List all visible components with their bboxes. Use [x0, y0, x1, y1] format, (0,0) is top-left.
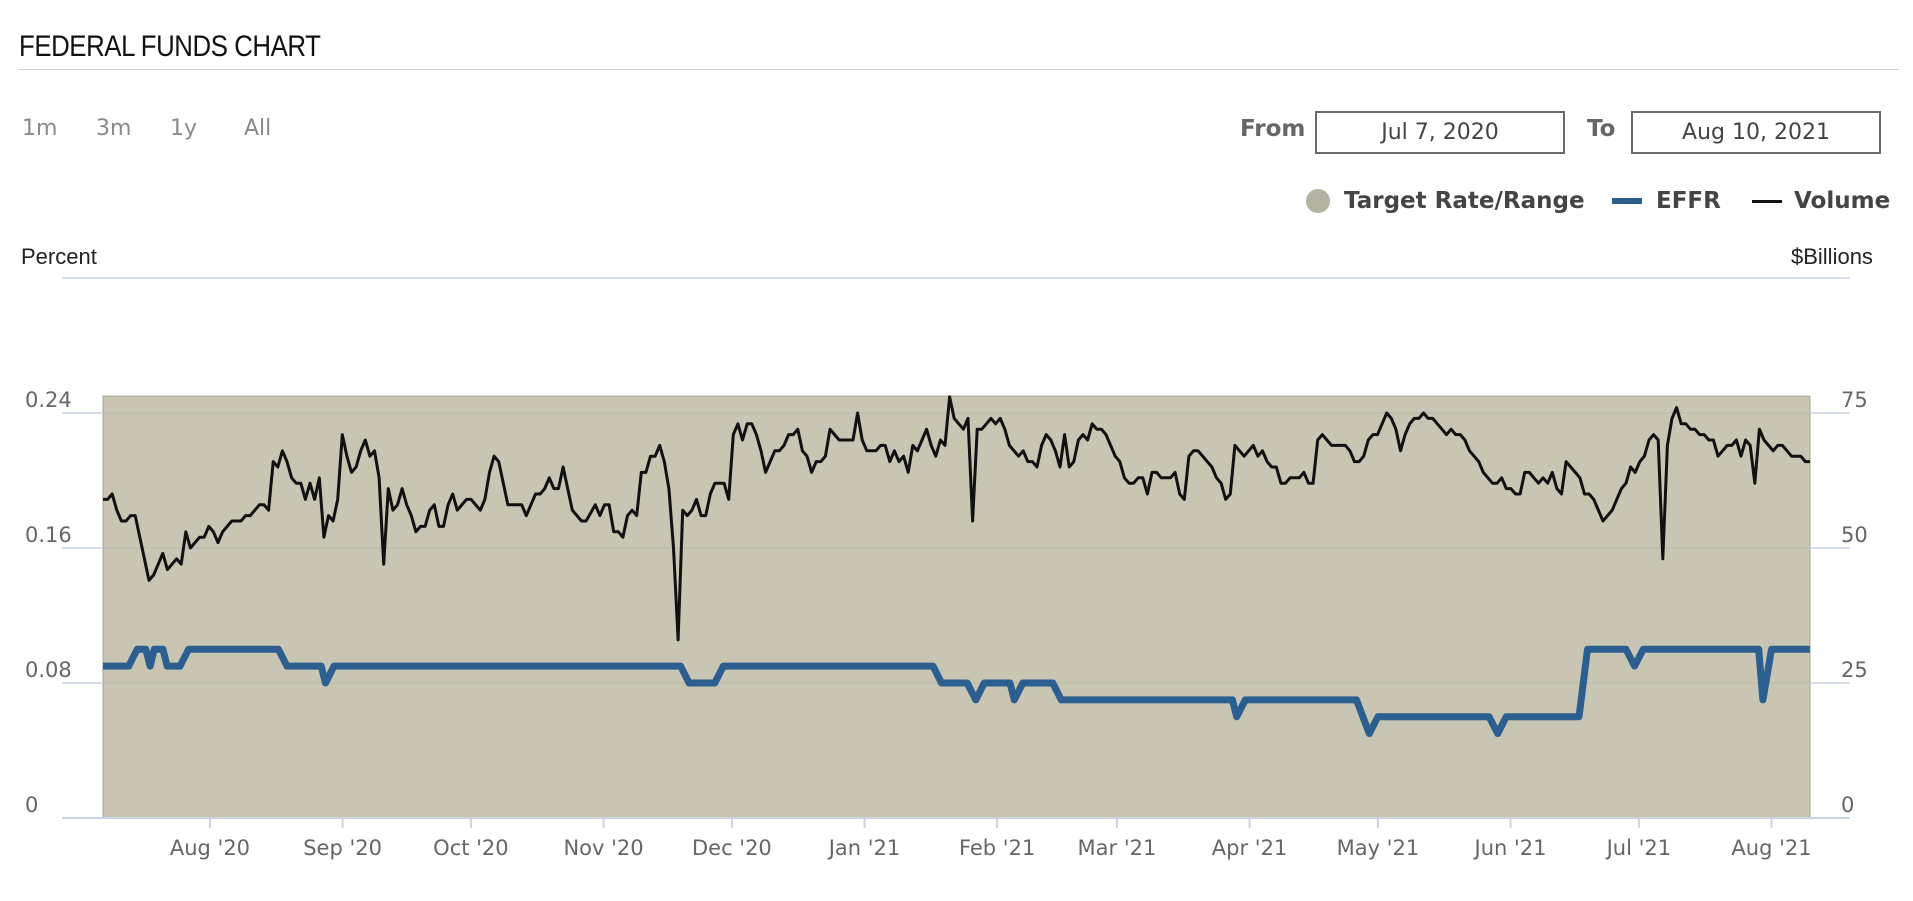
x-axis-tick-label: Dec '20 [692, 836, 772, 860]
from-date-input[interactable] [1315, 111, 1565, 154]
left-axis-tick-label: 0.24 [25, 388, 72, 412]
range-selector: 1m 3m 1y All [22, 116, 318, 141]
x-axis-tick-label: Oct '20 [433, 836, 508, 860]
from-label: From [1240, 116, 1306, 142]
legend-label-target-rate: Target Rate/Range [1344, 188, 1585, 214]
legend-item-effr[interactable]: EFFR [1612, 188, 1721, 214]
volume-line [103, 395, 1810, 642]
legend-label-volume: Volume [1794, 188, 1891, 214]
range-button-all[interactable]: All [244, 116, 272, 141]
left-axis-tick-label: 0 [25, 793, 38, 817]
right-axis-tick-label: 50 [1841, 523, 1868, 547]
effr-line [103, 645, 1810, 738]
to-date-input[interactable] [1631, 111, 1881, 154]
legend-line-icon [1612, 198, 1642, 204]
to-label: To [1587, 116, 1616, 142]
right-axis-title: $Billions [1791, 244, 1873, 269]
x-axis-tick-label: Aug '20 [170, 836, 250, 860]
left-axis-tick-label: 0.16 [25, 523, 72, 547]
x-axis-tick-label: May '21 [1337, 836, 1420, 860]
range-button-1m[interactable]: 1m [22, 116, 58, 141]
x-axis-tick-label: Feb '21 [959, 836, 1035, 860]
legend-item-target-rate[interactable]: Target Rate/Range [1306, 188, 1585, 214]
x-axis-tick-label: Jul '21 [1605, 836, 1672, 860]
title-divider [19, 69, 1899, 70]
right-axis-tick-label: 25 [1841, 658, 1868, 682]
legend-circle-icon [1306, 189, 1330, 213]
right-axis-tick-label: 0 [1841, 793, 1854, 817]
range-button-1y[interactable]: 1y [170, 116, 198, 141]
x-axis-tick-label: Jan '21 [827, 836, 901, 860]
legend-item-volume[interactable]: Volume [1752, 188, 1890, 214]
legend-label-effr: EFFR [1656, 188, 1721, 214]
left-axis-title: Percent [21, 244, 97, 269]
target-range-band [102, 395, 1811, 819]
x-axis-tick-label: Jun '21 [1473, 836, 1547, 860]
x-axis-tick-label: Mar '21 [1078, 836, 1157, 860]
range-button-3m[interactable]: 3m [96, 116, 132, 141]
left-axis-tick-label: 0.08 [25, 658, 72, 682]
x-axis-tick-label: Sep '20 [303, 836, 382, 860]
chart-title: FEDERAL FUNDS CHART [19, 30, 321, 63]
legend-line-icon [1752, 199, 1782, 203]
x-axis-tick-label: Aug '21 [1731, 836, 1811, 860]
x-axis-tick-label: Apr '21 [1212, 836, 1288, 860]
right-axis-tick-label: 75 [1841, 388, 1868, 412]
x-axis-tick-label: Nov '20 [563, 836, 643, 860]
